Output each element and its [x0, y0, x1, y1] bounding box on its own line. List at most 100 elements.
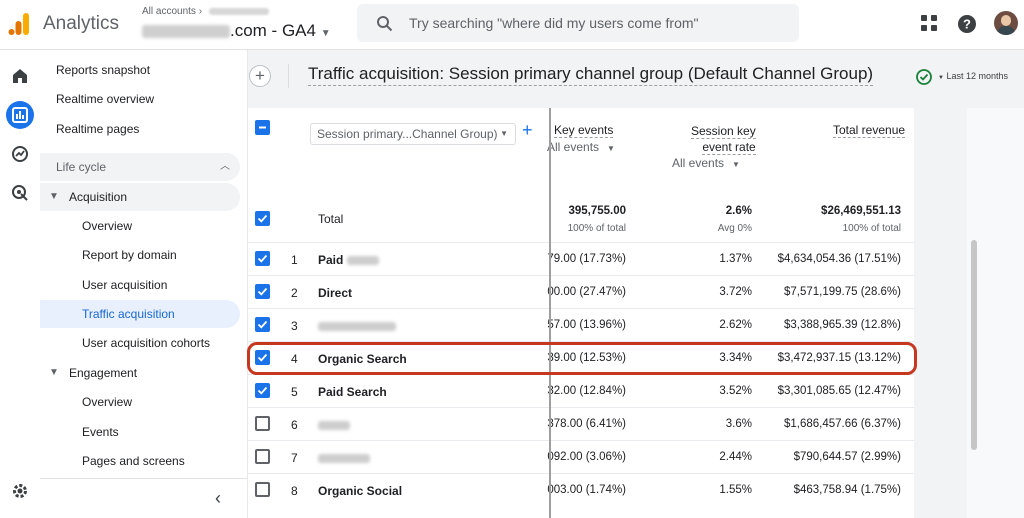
add-comparison-button[interactable]: + — [249, 65, 271, 87]
row-key-events: 378.00 (6.41%) — [547, 418, 626, 430]
settings-button[interactable] — [6, 477, 34, 505]
row-rate: 1.37% — [719, 253, 752, 265]
total-checkbox[interactable] — [255, 211, 270, 226]
rate-filter[interactable]: All events ▼ — [672, 156, 740, 170]
checkmark-icon — [257, 287, 268, 296]
frozen-column-divider[interactable] — [549, 108, 551, 518]
nav-user-acquisition[interactable]: User acquisition — [82, 278, 168, 292]
row-checkbox[interactable] — [255, 284, 270, 299]
search-bar[interactable]: Try searching "where did my users come f… — [357, 4, 799, 42]
help-icon[interactable]: ? — [957, 14, 977, 34]
left-rail — [0, 50, 40, 518]
table-row[interactable]: 5 Paid Search 32.00 (12.84%) 3.52% $3,30… — [248, 374, 914, 407]
total-rate-avg: Avg 0% — [717, 223, 752, 234]
title-divider — [288, 64, 289, 88]
row-index: 1 — [291, 253, 298, 267]
checkmark-icon — [257, 386, 268, 395]
nav-divider — [40, 478, 247, 479]
svg-text:?: ? — [963, 17, 971, 32]
nav-user-acquisition-cohorts[interactable]: User acquisition cohorts — [82, 336, 211, 350]
table-row[interactable]: 7 092.00 (3.06%) 2.44% $790,644.57 (2.99… — [248, 440, 914, 473]
advertising-button[interactable] — [6, 179, 34, 207]
account-selector[interactable]: .com - GA4 ▼ — [142, 21, 331, 41]
table-row[interactable]: 1 Paid 79.00 (17.73%) 1.37% $4,634,054.3… — [248, 242, 914, 275]
nav-realtime-pages[interactable]: Realtime pages — [56, 122, 140, 136]
breadcrumb-label[interactable]: All accounts — [142, 6, 196, 17]
table-row[interactable]: 6 378.00 (6.41%) 3.6% $1,686,457.66 (6.3… — [248, 407, 914, 440]
select-all-checkbox[interactable] — [255, 120, 270, 135]
search-input[interactable]: Try searching "where did my users come f… — [409, 15, 699, 31]
dimension-dropdown[interactable]: Session primary...Channel Group) ▼ — [310, 123, 516, 145]
nav-realtime-overview[interactable]: Realtime overview — [56, 92, 155, 106]
checkmark-icon — [257, 214, 268, 223]
table-row[interactable]: 8 Organic Social 003.00 (1.74%) 1.55% $4… — [248, 473, 914, 506]
row-index: 8 — [291, 484, 298, 498]
row-checkbox[interactable] — [255, 383, 270, 398]
report-area: + Traffic acquisition: Session primary c… — [248, 50, 1024, 518]
total-revenue-pct: 100% of total — [842, 223, 901, 234]
account-name[interactable]: .com - GA4 — [230, 21, 316, 40]
check-circle-icon[interactable] — [914, 67, 934, 87]
table-row[interactable]: 3 57.00 (13.96%) 2.62% $3,388,965.39 (12… — [248, 308, 914, 341]
nav-traffic-acquisition[interactable]: Traffic acquisition — [40, 300, 240, 328]
app-name: Analytics — [43, 13, 120, 34]
avatar[interactable] — [994, 11, 1018, 35]
rate-filter-label: All events — [672, 156, 725, 170]
row-channel: Direct — [318, 286, 353, 300]
row-channel — [318, 451, 370, 465]
row-checkbox[interactable] — [255, 350, 270, 365]
row-key-events: 092.00 (3.06%) — [547, 451, 626, 463]
row-revenue: $1,686,457.66 (6.37%) — [783, 418, 901, 430]
target-icon — [12, 185, 28, 201]
nav-acquisition-label: Acquisition — [69, 190, 128, 204]
table-row[interactable]: 2 Direct 00.00 (27.47%) 3.72% $7,571,199… — [248, 275, 914, 308]
col-key-events-label: Key events — [554, 123, 614, 138]
row-checkbox[interactable] — [255, 482, 270, 497]
report-table: Session primary...Channel Group) ▼ + Key… — [248, 108, 914, 518]
nav-engagement[interactable]: ▼ Engagement — [40, 359, 240, 387]
table-row[interactable]: 4 Organic Search 39.00 (12.53%) 3.34% $3… — [248, 341, 914, 374]
row-rate: 3.6% — [725, 418, 752, 430]
total-label: Total — [318, 212, 344, 226]
checkmark-icon — [257, 320, 268, 329]
nav-section-life-cycle[interactable]: Life cycle ︿ — [40, 153, 240, 181]
row-checkbox[interactable] — [255, 251, 270, 266]
row-index: 6 — [291, 418, 298, 432]
date-range-selector[interactable]: ▼ Last 12 months — [938, 66, 1008, 86]
nav-events[interactable]: Events — [82, 425, 119, 439]
nav-eng-overview[interactable]: Overview — [82, 395, 133, 409]
redacted-text — [318, 322, 396, 332]
col-session-key-event-rate[interactable]: Session key event rate — [691, 123, 756, 155]
chevron-right-icon: › — [198, 6, 203, 17]
row-checkbox[interactable] — [255, 416, 270, 431]
row-rate: 1.55% — [719, 484, 752, 496]
row-checkbox[interactable] — [255, 449, 270, 464]
row-checkbox[interactable] — [255, 317, 270, 332]
row-key-events: 57.00 (13.96%) — [547, 319, 626, 331]
date-range-label[interactable]: Last 12 months — [946, 71, 1009, 81]
row-key-events: 39.00 (12.53%) — [547, 352, 626, 364]
home-button[interactable] — [6, 62, 34, 90]
breadcrumb[interactable]: All accounts › — [142, 6, 269, 17]
row-key-events: 32.00 (12.84%) — [547, 385, 626, 397]
nav-report-by-domain[interactable]: Report by domain — [82, 248, 177, 262]
nav-acq-overview[interactable]: Overview — [82, 219, 133, 233]
collapse-nav-chevron-left-icon[interactable]: ‹ — [215, 488, 221, 508]
row-channel: Paid — [318, 253, 379, 267]
row-rate: 3.34% — [719, 352, 752, 364]
row-revenue: $4,634,054.36 (17.51%) — [777, 253, 901, 265]
add-dimension-button[interactable]: + — [522, 120, 533, 140]
scrollbar-thumb[interactable] — [971, 240, 977, 450]
key-events-filter[interactable]: All events ▼ — [547, 140, 615, 154]
nav-reports-snapshot[interactable]: Reports snapshot — [56, 63, 151, 77]
col-total-revenue[interactable]: Total revenue — [833, 123, 906, 138]
analytics-logo-icon — [8, 13, 29, 35]
explore-button[interactable] — [6, 140, 34, 168]
col-key-events[interactable]: Key events — [554, 123, 614, 138]
row-revenue: $463,758.94 (1.75%) — [793, 484, 901, 496]
page-title: Traffic acquisition: Session primary cha… — [308, 64, 874, 86]
reports-button[interactable] — [6, 101, 34, 129]
nav-acquisition[interactable]: ▼ Acquisition — [40, 183, 240, 211]
nav-pages-and-screens[interactable]: Pages and screens — [82, 454, 185, 468]
apps-grid-icon[interactable] — [920, 14, 938, 32]
